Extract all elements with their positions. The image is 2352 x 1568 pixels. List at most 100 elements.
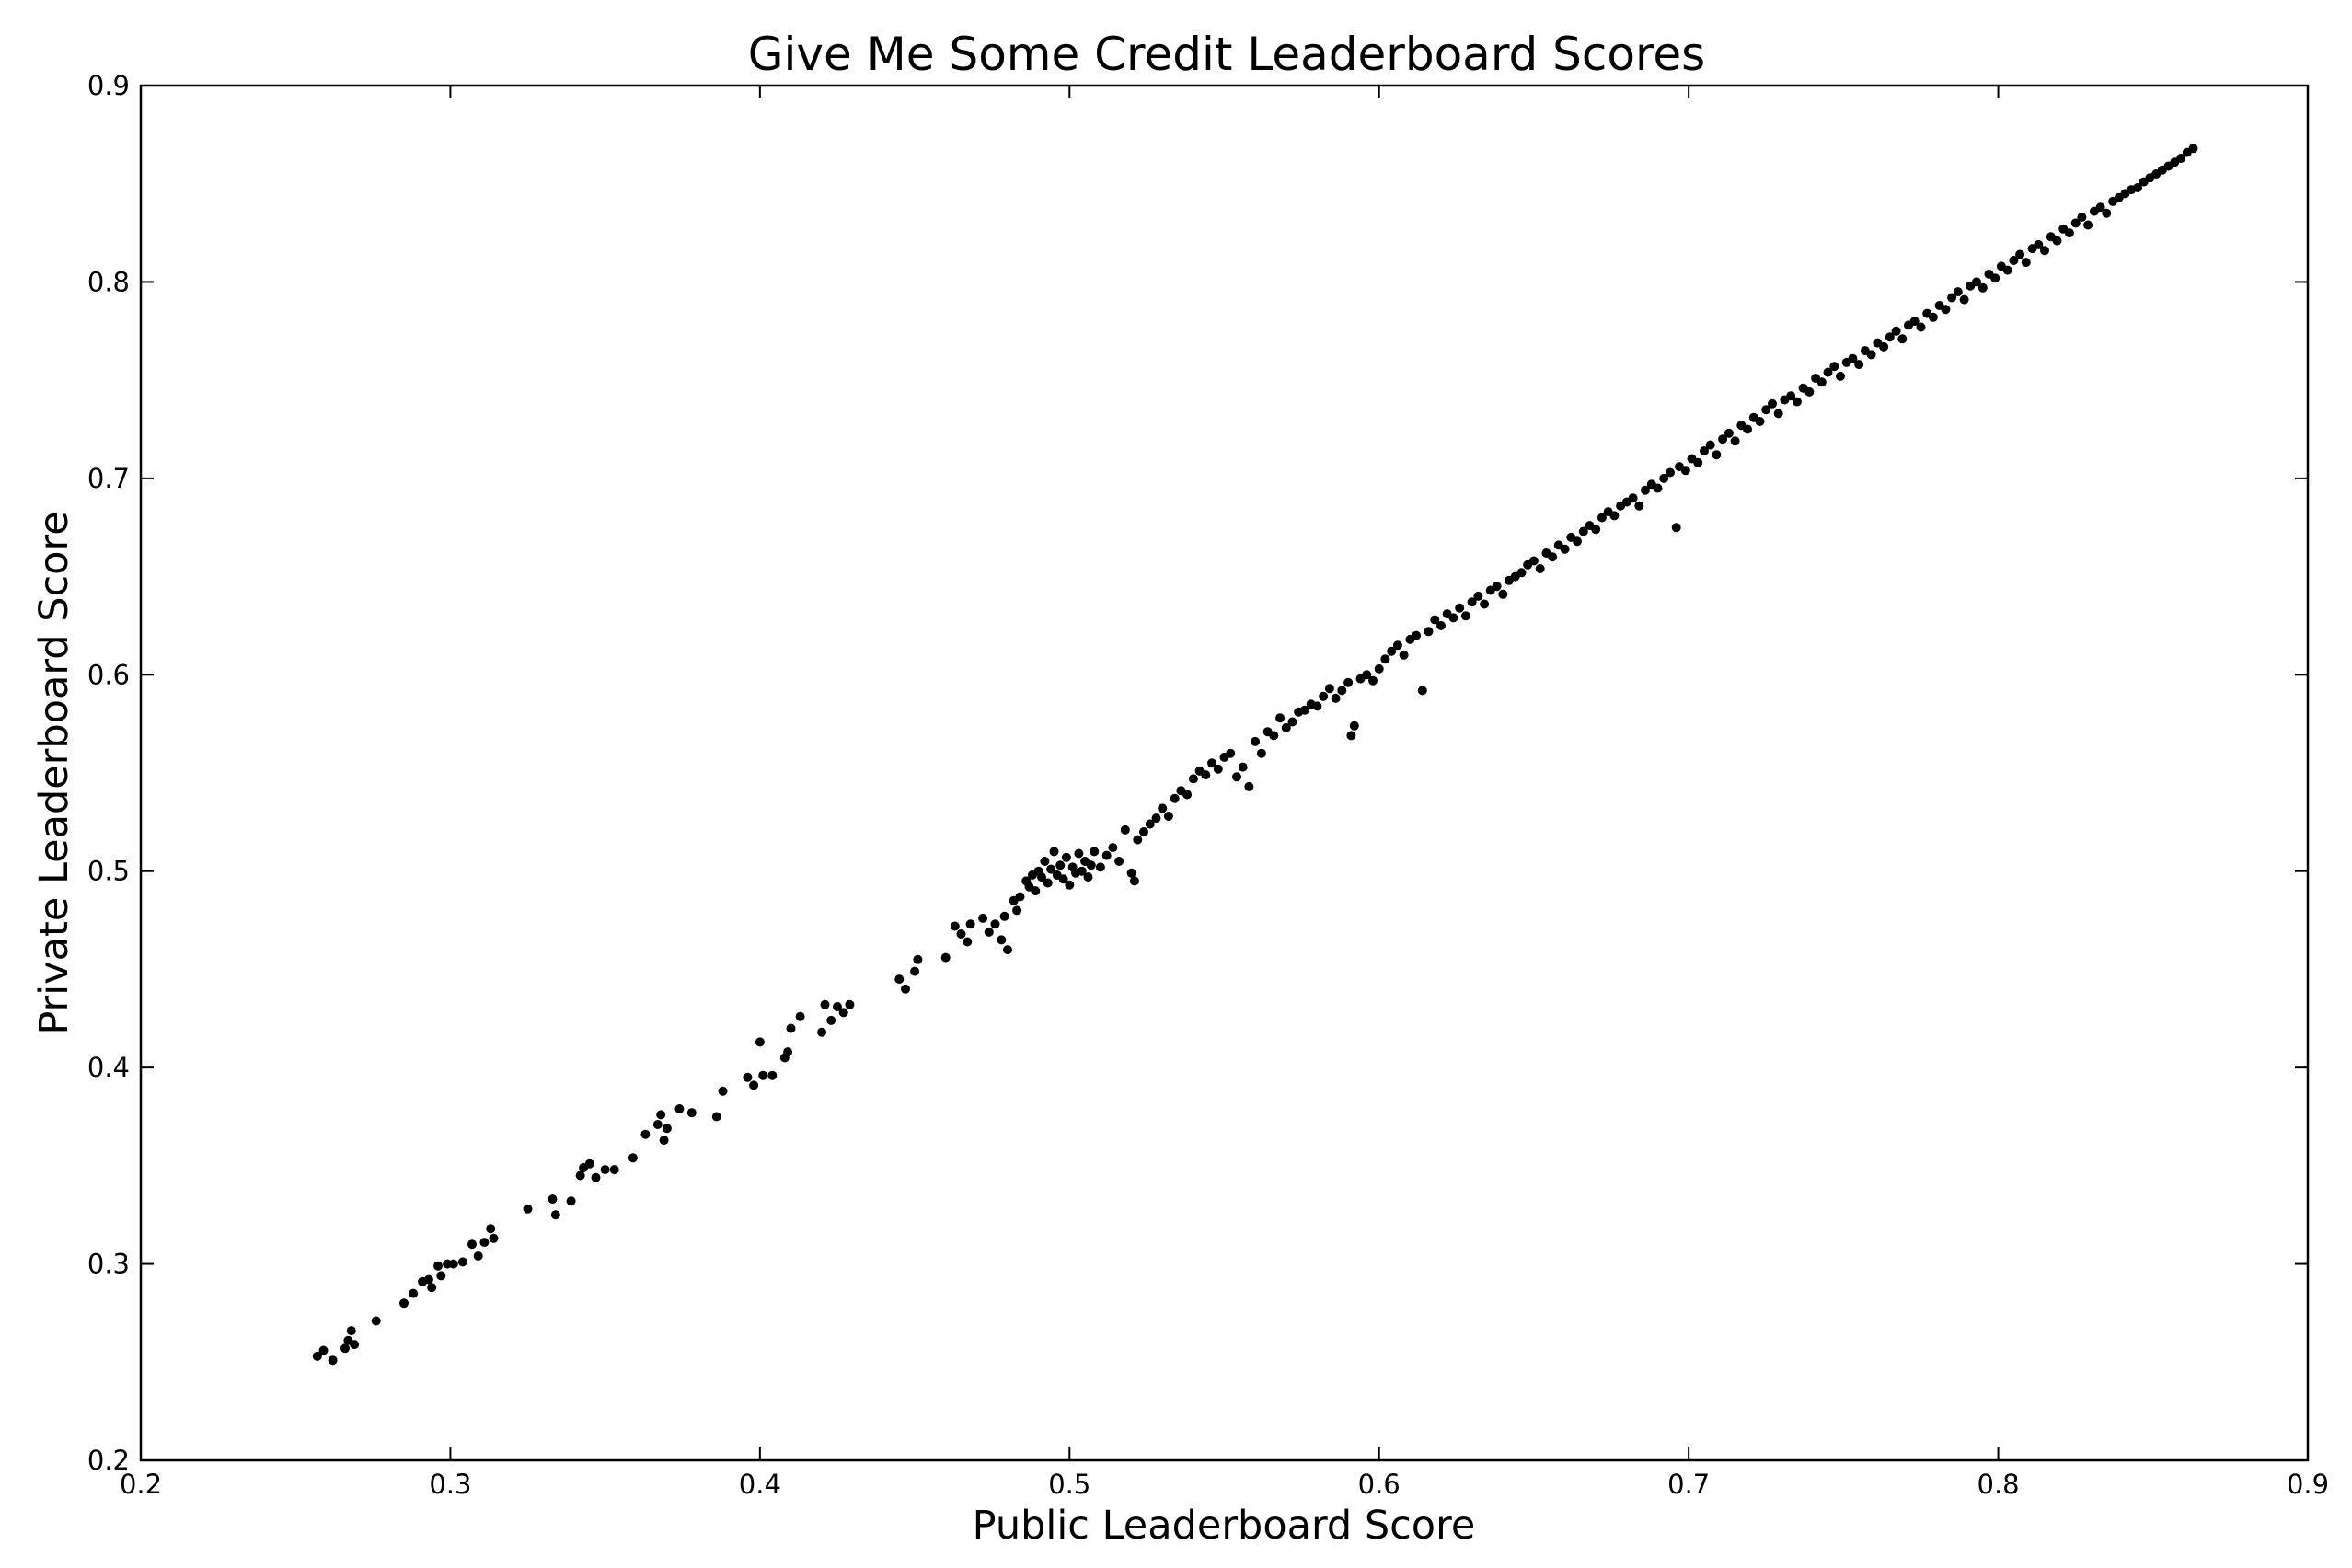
- data-point: [1609, 511, 1620, 521]
- data-point: [467, 1239, 477, 1250]
- data-point: [1768, 398, 1777, 409]
- data-point: [1448, 613, 1458, 623]
- data-point: [2102, 208, 2112, 218]
- data-point: [1090, 847, 1100, 857]
- data-point: [2015, 249, 2025, 259]
- x-tick-label: 0.5: [1048, 1469, 1090, 1500]
- data-point: [1866, 350, 1876, 360]
- data-point: [1959, 294, 1969, 305]
- data-point: [1947, 293, 1957, 303]
- y-tick-label: 0.7: [87, 463, 130, 494]
- data-point: [1095, 862, 1105, 872]
- data-point: [1349, 721, 1359, 731]
- data-point: [963, 937, 973, 947]
- data-point: [1823, 367, 1833, 377]
- data-point: [1854, 360, 1864, 370]
- data-point: [1238, 762, 1248, 772]
- data-point: [548, 1194, 558, 1205]
- data-point: [2034, 239, 2044, 249]
- data-point: [652, 1120, 663, 1129]
- data-point: [1061, 852, 1071, 862]
- data-point: [1226, 748, 1236, 758]
- data-point: [1300, 705, 1309, 715]
- data-point: [1641, 485, 1650, 495]
- data-point: [965, 919, 975, 929]
- data-point: [659, 1136, 669, 1146]
- data-point: [1879, 341, 1889, 352]
- data-point: [1043, 878, 1053, 888]
- data-point: [1597, 513, 1607, 523]
- y-axis-label: Private Leaderboard Score: [31, 511, 77, 1034]
- data-point: [1705, 440, 1715, 450]
- data-point: [436, 1271, 446, 1281]
- x-tick-label: 0.6: [1358, 1469, 1401, 1500]
- data-point: [1417, 686, 1427, 696]
- data-point: [479, 1238, 490, 1248]
- data-point: [1498, 589, 1508, 599]
- data-point: [1319, 691, 1329, 701]
- data-point: [1287, 717, 1297, 727]
- data-point: [1114, 857, 1124, 866]
- data-point: [600, 1165, 610, 1175]
- data-point: [1337, 686, 1347, 696]
- data-point: [486, 1224, 496, 1234]
- x-tick-label: 0.4: [739, 1469, 781, 1500]
- data-point: [1086, 860, 1096, 870]
- x-tick-label: 0.8: [1977, 1469, 2020, 1500]
- data-point: [1101, 850, 1112, 860]
- data-point: [894, 974, 905, 985]
- data-point: [1188, 774, 1198, 784]
- chart-title: Give Me Some Credit Leaderboard Scores: [748, 28, 1705, 81]
- data-point: [1829, 362, 1839, 372]
- data-point: [1387, 646, 1397, 656]
- data-point: [1055, 860, 1066, 870]
- data-point: [2188, 144, 2198, 154]
- data-point: [1368, 675, 1378, 686]
- data-point: [448, 1259, 458, 1269]
- data-point: [584, 1159, 594, 1169]
- data-point: [2021, 258, 2031, 268]
- data-point: [826, 1015, 836, 1025]
- data-point: [956, 929, 966, 939]
- data-point: [2052, 236, 2062, 246]
- data-point: [1031, 886, 1041, 896]
- data-point: [795, 1011, 805, 1021]
- data-point: [1182, 790, 1193, 800]
- data-point: [2070, 218, 2081, 228]
- data-point: [1928, 312, 1938, 322]
- data-point: [656, 1110, 666, 1120]
- data-point: [1467, 597, 1477, 607]
- data-point: [340, 1343, 350, 1354]
- data-point: [566, 1196, 576, 1206]
- data-point: [1362, 670, 1372, 680]
- data-point: [1897, 334, 1908, 344]
- data-point: [1201, 770, 1211, 780]
- data-point: [328, 1355, 338, 1366]
- data-point: [1816, 377, 1827, 387]
- data-point: [1628, 493, 1638, 503]
- data-point: [1065, 880, 1075, 890]
- data-point: [1207, 758, 1216, 768]
- x-axis-label: Public Leaderboard Score: [973, 1503, 1476, 1549]
- data-point: [1909, 317, 1920, 327]
- data-point: [1120, 824, 1130, 835]
- data-point: [1885, 332, 1895, 342]
- axis-ticks: 0.2 0.3 0.4 0.5 0.6 0.7 0.8 0.9 0.2 0.3 0.4 0.5 0.6 0…: [87, 70, 2329, 1500]
- data-point: [1560, 544, 1570, 554]
- data-point: [640, 1129, 651, 1139]
- y-tick-label: 0.6: [87, 659, 130, 690]
- y-tick-label: 0.4: [87, 1052, 130, 1083]
- data-point: [423, 1274, 433, 1285]
- data-point: [1040, 857, 1050, 866]
- data-point: [1680, 466, 1690, 476]
- data-point: [427, 1283, 437, 1293]
- data-point: [978, 913, 988, 923]
- data-point: [1430, 615, 1440, 625]
- data-point: [767, 1070, 778, 1080]
- data-point: [1730, 436, 1740, 446]
- data-point: [833, 1002, 842, 1011]
- data-point: [674, 1104, 685, 1113]
- data-point: [2009, 256, 2019, 265]
- plot-frame: [139, 84, 2310, 1462]
- data-point: [820, 999, 830, 1009]
